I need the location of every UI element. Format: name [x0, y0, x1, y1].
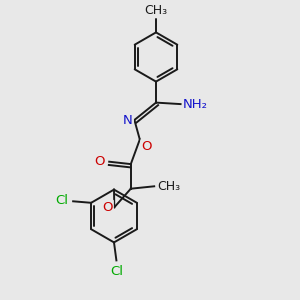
Text: N: N	[123, 113, 133, 127]
Text: O: O	[94, 154, 105, 168]
Text: O: O	[141, 140, 152, 153]
Text: CH₃: CH₃	[157, 180, 180, 193]
Text: O: O	[102, 201, 113, 214]
Text: Cl: Cl	[56, 194, 69, 208]
Text: CH₃: CH₃	[144, 4, 168, 17]
Text: Cl: Cl	[110, 265, 123, 278]
Text: NH₂: NH₂	[183, 98, 208, 111]
